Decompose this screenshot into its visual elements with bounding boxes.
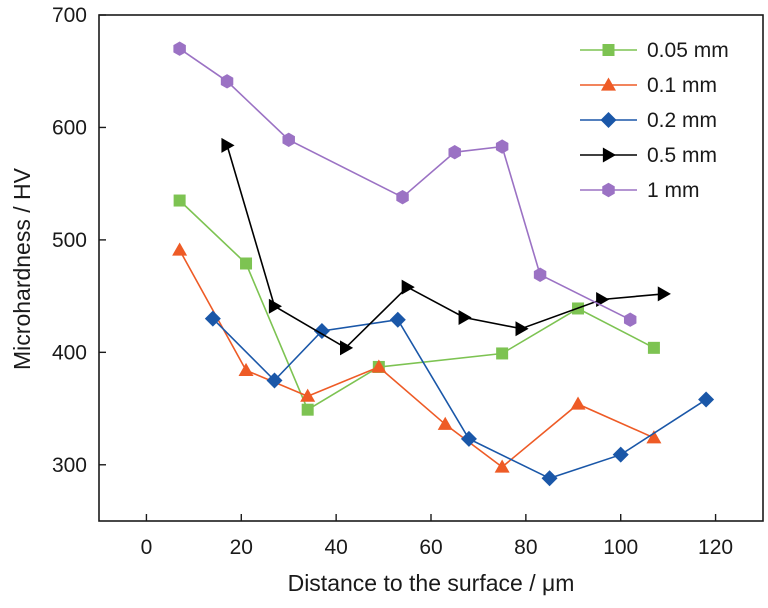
data-point — [496, 347, 509, 360]
data-point — [533, 267, 547, 282]
series-line — [212, 318, 707, 480]
data-point — [623, 312, 637, 327]
data-point — [300, 388, 316, 402]
data-point — [238, 362, 254, 376]
legend-marker — [602, 147, 616, 163]
data-point — [301, 403, 314, 416]
series-line — [178, 249, 655, 469]
y-tick-label: 700 — [52, 4, 87, 27]
data-point — [240, 257, 253, 270]
data-point — [657, 286, 671, 302]
data-point — [173, 41, 186, 56]
data-point — [401, 279, 415, 295]
legend-label: 0.5 mm — [647, 144, 717, 167]
series-2 — [204, 310, 715, 487]
series-3 — [221, 137, 671, 356]
x-tick-label: 120 — [698, 536, 733, 559]
legend-item: 0.05 mm — [580, 39, 729, 62]
legend: 0.05 mm 0.1 mm 0.2 mm 0.5 mm 1 mm — [580, 39, 729, 202]
legend-marker — [600, 112, 617, 128]
y-tick-label: 500 — [52, 229, 87, 252]
series-4 — [173, 41, 637, 327]
legend-label: 1 mm — [647, 179, 700, 202]
data-point — [570, 396, 586, 410]
data-point — [458, 309, 472, 325]
data-point — [437, 416, 453, 430]
legend-item: 0.5 mm — [580, 144, 717, 167]
data-point — [220, 74, 234, 89]
data-point — [221, 137, 235, 153]
data-point — [646, 430, 662, 444]
data-point — [448, 144, 461, 160]
legend-label: 0.2 mm — [647, 109, 717, 132]
data-point — [268, 298, 282, 314]
x-axis-title: Distance to the surface / μm — [288, 570, 575, 596]
y-axis-title: Microhardness / HV — [9, 167, 35, 370]
legend-marker — [602, 44, 615, 56]
legend-marker — [601, 77, 616, 91]
series-line — [226, 145, 664, 349]
series-layer — [172, 41, 715, 487]
legend-label: 0.05 mm — [647, 39, 729, 62]
data-point — [313, 322, 330, 339]
x-tick-label: 60 — [419, 536, 442, 559]
series-1 — [172, 242, 662, 473]
data-point — [494, 459, 510, 473]
y-tick-label: 600 — [52, 116, 87, 139]
data-point — [647, 341, 660, 354]
data-point — [596, 291, 610, 307]
data-point — [612, 446, 629, 463]
data-point — [340, 340, 354, 356]
data-point — [371, 359, 387, 373]
legend-label: 0.1 mm — [647, 74, 717, 97]
x-tick-label: 0 — [141, 536, 153, 559]
legend-marker — [602, 182, 615, 198]
legend-item: 1 mm — [580, 179, 700, 202]
legend-item: 0.1 mm — [580, 74, 717, 97]
x-tick-label: 20 — [230, 536, 253, 559]
legend-item: 0.2 mm — [580, 109, 717, 132]
axes: 0 20 40 60 80 100 120 300 400 500 600 700 — [52, 4, 764, 559]
data-point — [396, 189, 409, 205]
y-tick-label: 400 — [52, 341, 87, 364]
x-tick-label: 80 — [514, 536, 537, 559]
data-point — [173, 194, 186, 207]
data-point — [282, 132, 295, 148]
data-point — [266, 372, 283, 389]
data-point — [495, 139, 509, 154]
data-point — [204, 310, 221, 327]
x-tick-label: 100 — [603, 536, 638, 559]
data-point — [515, 321, 529, 337]
series-line — [179, 48, 631, 321]
data-point — [541, 470, 558, 487]
data-point — [460, 430, 477, 447]
data-point — [389, 311, 406, 328]
y-tick-label: 300 — [52, 454, 87, 477]
data-point — [698, 391, 715, 408]
x-tick-label: 40 — [324, 536, 347, 559]
data-point — [172, 242, 188, 256]
